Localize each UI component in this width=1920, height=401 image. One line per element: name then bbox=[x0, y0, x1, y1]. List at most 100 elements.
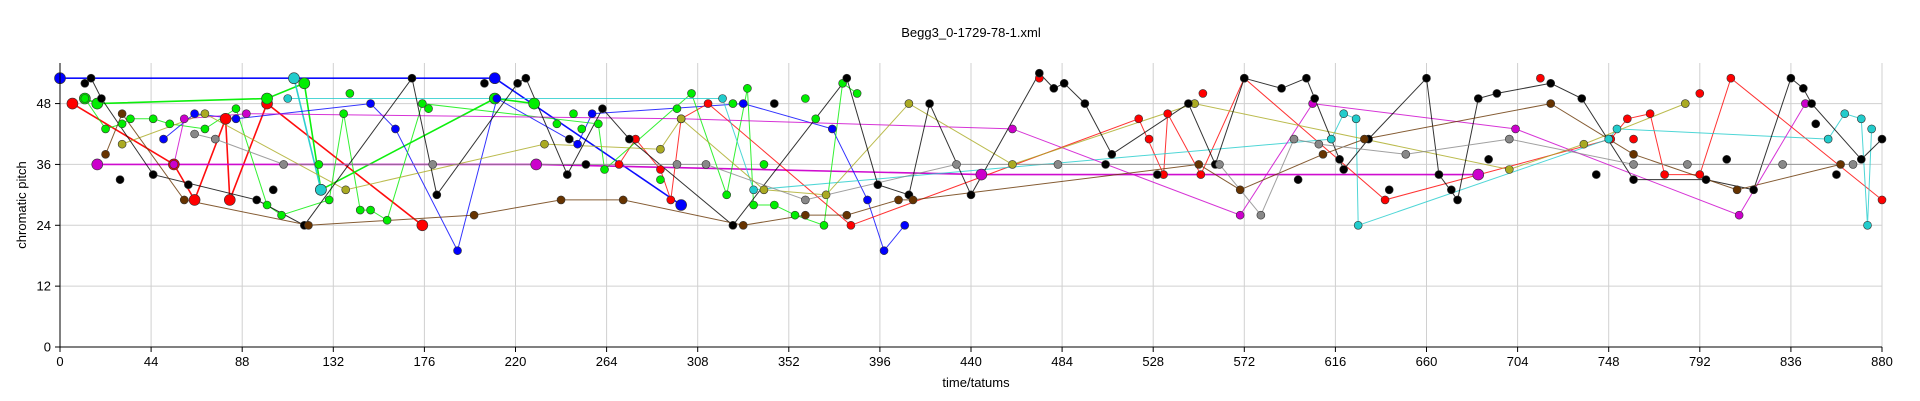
data-point bbox=[424, 104, 433, 113]
plot-area: 0 44 88 132 176 220 264 308 352 396 440 484 528 572 61… bbox=[37, 63, 1893, 369]
data-point bbox=[790, 210, 800, 220]
data-point bbox=[304, 220, 313, 230]
data-point bbox=[1832, 170, 1841, 179]
data-point bbox=[1660, 170, 1669, 179]
data-point bbox=[1107, 149, 1117, 159]
data-point bbox=[1629, 160, 1638, 169]
data-point bbox=[1059, 78, 1069, 88]
axes: 0 44 88 132 176 220 264 308 352 396 440 484 528 572 61… bbox=[37, 63, 1893, 369]
data-point bbox=[552, 119, 562, 129]
data-point bbox=[656, 175, 665, 184]
data-point bbox=[261, 92, 273, 105]
data-point bbox=[540, 139, 549, 149]
data-point bbox=[1629, 134, 1638, 144]
data-point bbox=[842, 210, 852, 220]
data-point bbox=[904, 99, 914, 108]
data-point bbox=[1008, 160, 1017, 169]
x-tick-label: 660 bbox=[1416, 354, 1438, 369]
data-point bbox=[1536, 73, 1545, 83]
data-point bbox=[1683, 160, 1692, 169]
data-point bbox=[1612, 124, 1622, 134]
data-point bbox=[117, 139, 127, 149]
data-point bbox=[1240, 73, 1249, 83]
data-point bbox=[115, 175, 125, 184]
data-point bbox=[1318, 149, 1328, 159]
y-tick-label: 48 bbox=[37, 96, 51, 111]
data-point bbox=[530, 158, 543, 171]
chart-title: Begg3_0-1729-78-1.xml bbox=[901, 25, 1041, 40]
data-point bbox=[252, 195, 261, 205]
data-point bbox=[1695, 89, 1705, 98]
data-point bbox=[1579, 139, 1589, 149]
data-point bbox=[345, 89, 355, 98]
series-points bbox=[54, 68, 1887, 255]
data-point bbox=[1836, 160, 1845, 169]
data-point bbox=[1314, 139, 1324, 149]
data-point bbox=[416, 219, 429, 232]
data-point bbox=[1049, 84, 1059, 93]
data-point bbox=[1289, 134, 1299, 144]
data-point bbox=[1339, 165, 1348, 174]
data-point bbox=[759, 160, 769, 169]
data-point bbox=[1732, 185, 1742, 195]
data-point bbox=[1867, 124, 1876, 134]
data-point bbox=[743, 84, 752, 93]
data-point bbox=[894, 195, 903, 205]
data-point bbox=[1401, 149, 1411, 159]
data-point bbox=[1484, 155, 1493, 164]
series-line bbox=[105, 103, 1841, 226]
data-point bbox=[738, 99, 748, 108]
data-point bbox=[1339, 109, 1348, 119]
data-point bbox=[1778, 160, 1787, 169]
data-point bbox=[1505, 165, 1514, 174]
data-point bbox=[952, 160, 961, 169]
data-point bbox=[1053, 160, 1063, 169]
data-point bbox=[852, 89, 862, 98]
data-point bbox=[738, 220, 748, 230]
data-point bbox=[1134, 114, 1144, 124]
y-axis-label: chromatic pitch bbox=[14, 161, 29, 248]
data-point bbox=[819, 220, 829, 230]
data-point bbox=[469, 210, 479, 220]
data-point bbox=[556, 195, 566, 205]
series-line bbox=[84, 72, 1883, 227]
data-point bbox=[80, 94, 90, 103]
x-tick-label: 572 bbox=[1233, 354, 1255, 369]
data-point bbox=[101, 124, 110, 134]
data-point bbox=[242, 109, 251, 119]
data-point bbox=[262, 200, 272, 210]
data-point bbox=[1302, 73, 1311, 83]
data-point bbox=[1695, 170, 1705, 179]
data-point bbox=[618, 195, 628, 205]
data-point bbox=[1681, 99, 1690, 108]
x-tick-label: 484 bbox=[1051, 354, 1073, 369]
data-point bbox=[288, 72, 300, 85]
x-tick-label: 308 bbox=[687, 354, 709, 369]
x-tick-label: 264 bbox=[596, 354, 618, 369]
data-point bbox=[846, 220, 856, 230]
data-point bbox=[1546, 99, 1556, 108]
data-point bbox=[770, 99, 779, 108]
data-point bbox=[1623, 114, 1632, 124]
x-tick-label: 396 bbox=[869, 354, 891, 369]
data-point bbox=[600, 165, 609, 174]
data-point bbox=[1591, 170, 1601, 179]
data-point bbox=[1701, 175, 1711, 184]
data-point bbox=[1848, 160, 1858, 169]
data-point bbox=[827, 124, 837, 134]
data-point bbox=[169, 160, 179, 169]
data-point bbox=[569, 109, 578, 119]
x-tick-label: 44 bbox=[144, 354, 158, 369]
data-point bbox=[391, 124, 400, 134]
data-point bbox=[703, 99, 713, 108]
data-point bbox=[210, 134, 220, 144]
data-point bbox=[492, 94, 502, 103]
data-point bbox=[1877, 134, 1887, 144]
data-point bbox=[565, 134, 574, 144]
data-point bbox=[1080, 99, 1090, 108]
data-point bbox=[279, 160, 288, 169]
data-point bbox=[324, 195, 334, 205]
data-point bbox=[1447, 185, 1456, 195]
data-point bbox=[676, 114, 686, 124]
data-point bbox=[842, 73, 852, 83]
